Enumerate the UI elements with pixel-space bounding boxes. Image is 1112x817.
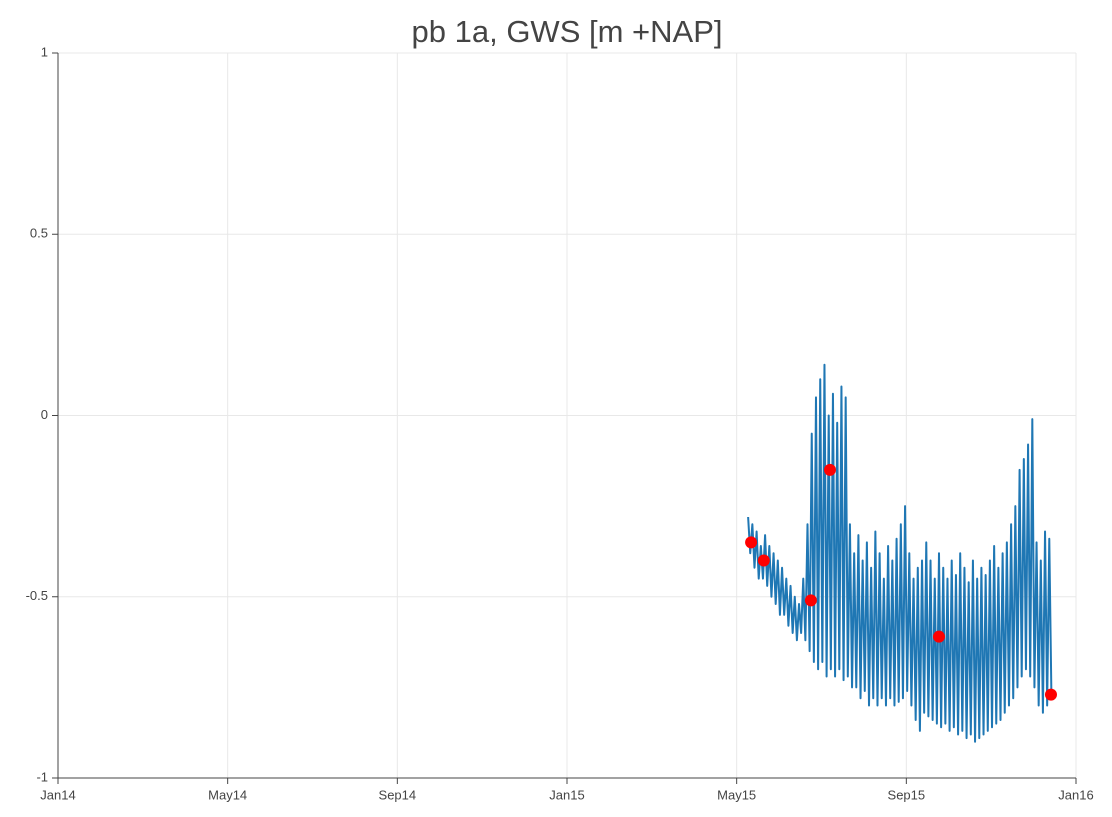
point: [757, 554, 770, 567]
y-tick-label: -0.5: [26, 588, 48, 603]
point: [804, 594, 817, 607]
x-tick-label: May15: [717, 787, 756, 802]
y-tick-label: 0.5: [30, 226, 48, 241]
x-tick-label: Jan16: [1058, 787, 1093, 802]
x-tick-label: Sep15: [888, 787, 926, 802]
chart-title: pb 1a, GWS [m +NAP]: [412, 14, 723, 49]
y-tick-label: 0: [41, 407, 48, 422]
series-line: [747, 363, 1053, 743]
x-tick-label: Jan14: [40, 787, 75, 802]
point: [745, 536, 758, 549]
y-tick-label: 1: [41, 44, 48, 59]
point: [823, 463, 836, 476]
point: [1044, 688, 1057, 701]
point: [932, 630, 945, 643]
x-tick-label: Sep14: [379, 787, 417, 802]
x-tick-label: May14: [208, 787, 247, 802]
y-tick-label: -1: [36, 769, 48, 784]
x-tick-label: Jan15: [549, 787, 584, 802]
